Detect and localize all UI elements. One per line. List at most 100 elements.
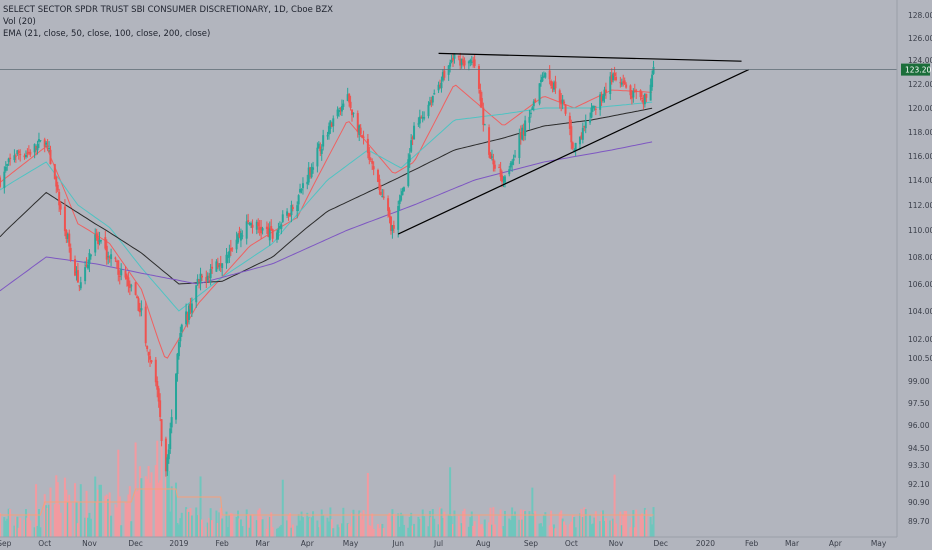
candle (229, 239, 232, 257)
candle (14, 153, 17, 163)
candle (36, 140, 39, 155)
price-tick-label: 106.00 (908, 280, 932, 289)
candle (366, 133, 369, 159)
volume-bar (150, 472, 153, 537)
candle (583, 125, 586, 132)
candle (630, 89, 633, 105)
volume-bar (286, 520, 289, 537)
volume-bar (602, 510, 605, 537)
candle (509, 161, 512, 170)
volume-bar (340, 523, 343, 537)
candle (643, 93, 646, 108)
volume-bar (410, 512, 413, 537)
time-axis[interactable]: Sep Oct Nov Dec 2019 Feb Mar Apr May Jun Jul Aug Sep… (0, 536, 897, 548)
volume-bar (24, 509, 27, 537)
candle (457, 55, 460, 61)
candle (501, 170, 504, 188)
volume-bar (531, 487, 534, 537)
candle (371, 158, 374, 171)
volume-bar (591, 523, 594, 537)
volume-bar (296, 525, 299, 537)
volume-bar (379, 523, 382, 537)
time-tick-label: Oct (38, 539, 51, 548)
candle (528, 109, 531, 130)
time-tick-label: Nov (609, 539, 624, 548)
volume-bar (238, 518, 241, 537)
candle (521, 124, 524, 141)
volume-bar (291, 524, 294, 537)
candle (286, 208, 289, 219)
volume-bar (610, 520, 613, 537)
volume-bar (99, 484, 102, 537)
candle (79, 276, 82, 291)
volume-bar (417, 516, 420, 537)
candle (218, 263, 221, 271)
volume-bar (509, 520, 512, 537)
candle (619, 76, 622, 88)
volume-bar (117, 449, 120, 537)
upper-trendline[interactable] (438, 52, 742, 62)
volume-bar (408, 517, 411, 537)
volume-bar (463, 508, 466, 537)
candle (24, 150, 27, 159)
volume-bar (118, 496, 121, 537)
volume-bar (309, 518, 312, 537)
candle (49, 145, 52, 165)
candle (441, 69, 444, 83)
candle (6, 163, 9, 171)
candle (623, 77, 626, 85)
volume-bar (578, 513, 581, 537)
volume-bar (17, 527, 20, 537)
volume-bar (532, 513, 535, 537)
candle (398, 194, 401, 211)
candle (239, 228, 242, 248)
candle (78, 285, 81, 292)
candle (402, 186, 405, 192)
volume-bar (128, 486, 131, 537)
candle (508, 165, 511, 177)
candle (187, 303, 190, 325)
candle (462, 55, 465, 67)
candle (633, 83, 636, 93)
volume-ma-line (0, 488, 654, 516)
volume-bar (206, 522, 209, 537)
volume-bar (625, 510, 628, 537)
candle (35, 145, 38, 156)
candle (147, 351, 150, 363)
candle (338, 107, 341, 117)
price-axis[interactable]: 128.00 126.00 124.00 122.00 120.00 118.00 116.… (896, 0, 932, 537)
candle (625, 82, 628, 89)
volume-bar (288, 513, 291, 537)
volume-bar (7, 508, 10, 537)
volume-bar (89, 518, 92, 537)
volume-bar (55, 475, 58, 537)
candle (245, 214, 248, 245)
volume-bar (107, 499, 110, 537)
candle (125, 273, 128, 287)
volume-bar (3, 517, 6, 537)
volume-bar (260, 516, 263, 537)
candle (257, 218, 260, 234)
candle (104, 230, 107, 251)
volume-bar (609, 520, 612, 537)
ema-indicator-label[interactable]: EMA (21, close, 50, close, 100, close, 2… (3, 29, 211, 39)
volume-bar (27, 513, 30, 537)
volume-bar (477, 515, 480, 537)
candle (278, 221, 281, 230)
volume-bar (138, 466, 141, 537)
volume-bar (449, 467, 452, 537)
volume-bar (167, 471, 170, 537)
candle (327, 122, 330, 140)
volume-bar (149, 482, 152, 537)
lower-trendline[interactable] (397, 69, 750, 235)
volume-bar (268, 516, 271, 537)
candle (571, 141, 574, 151)
volume-bar (169, 511, 172, 537)
symbol-title[interactable]: SELECT SECTOR SPDR TRUST SBI CONSUMER DI… (3, 5, 334, 15)
volume-bar (322, 515, 325, 537)
volume-indicator-label[interactable]: Vol (20) (3, 17, 36, 27)
volume-bar (211, 520, 214, 537)
candle (260, 219, 263, 239)
volume-bar (499, 509, 502, 537)
